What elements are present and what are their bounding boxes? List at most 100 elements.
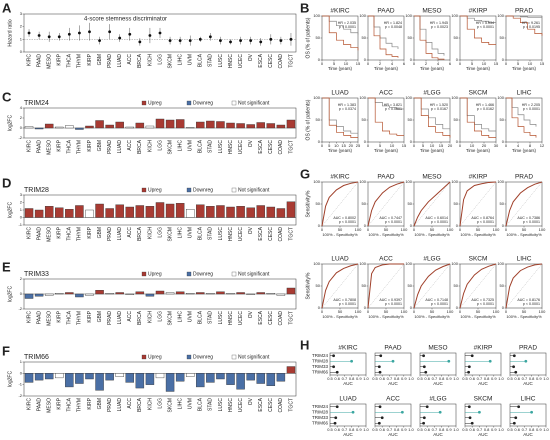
x-tick-label: ACC	[127, 311, 133, 322]
x-tick-label: LIHC	[177, 54, 183, 66]
x-tick-label: PRAD	[107, 227, 113, 241]
auc-label: AUC = 0.8176	[517, 298, 540, 302]
hr-label: HR = 3.821	[384, 103, 402, 107]
bar	[145, 293, 155, 297]
y-tick-label: 0	[364, 57, 367, 62]
x-axis-label: AUC	[343, 381, 353, 386]
point	[208, 35, 212, 39]
y-axis-label: log2FC	[7, 286, 13, 303]
x-tick-label: THYM	[77, 311, 83, 325]
x-axis-label: AUC	[388, 381, 398, 386]
y-axis-label: Sensitivity%	[305, 272, 311, 300]
dot	[377, 421, 381, 425]
x-tick-label: 50	[476, 309, 481, 314]
plot-frame	[509, 403, 547, 427]
x-tick-label: GBM	[97, 140, 103, 151]
x-tick-label: 0	[367, 143, 370, 148]
hr-label: HR = 5.034	[476, 21, 494, 25]
x-tick-label: 0.7	[477, 376, 483, 381]
y-tick-label: -2	[18, 135, 22, 140]
x-tick-label: 100	[401, 309, 408, 314]
bar	[206, 373, 215, 383]
bar	[85, 293, 94, 296]
x-tick-label: 0	[321, 309, 324, 314]
chart-title: PAAD	[377, 174, 395, 181]
bar	[155, 290, 165, 295]
x-tick-label: 0.6	[334, 427, 340, 432]
chart-title: SKCM	[469, 90, 488, 97]
chart-title: PAAD	[384, 345, 402, 352]
y-tick-label: 50	[454, 117, 459, 122]
bar	[75, 127, 84, 130]
x-tick-label: KIRP	[57, 53, 63, 65]
x-tick-label: KICH	[147, 398, 153, 410]
x-tick-label: 4	[391, 61, 394, 66]
bar	[266, 206, 276, 218]
y-axis-label: Sensitivity%	[305, 190, 311, 218]
x-axis-label: 100% - Specificity%	[368, 314, 404, 319]
x-tick-label: STAD	[208, 54, 214, 67]
plot-frame	[23, 107, 297, 139]
x-tick-label: TGCT	[288, 54, 294, 68]
chart-title: #KIRC	[330, 8, 349, 15]
bar	[226, 293, 235, 295]
x-tick-label: PAAD	[36, 54, 42, 68]
x-tick-label: 0.7	[432, 427, 438, 432]
x-tick-label: ACC	[127, 140, 133, 151]
legend-label: Downreg	[193, 187, 213, 193]
legend-label: Downreg	[193, 271, 213, 277]
x-tick-label: 0.5	[372, 427, 378, 432]
y-tick-label: 0	[410, 305, 413, 310]
y-tick-label: 0	[456, 305, 459, 310]
x-tick-label: 100	[401, 227, 408, 232]
legend-label: Not significant	[238, 271, 270, 277]
legend-label: Not significant	[238, 100, 270, 106]
dot	[530, 410, 533, 414]
bar	[276, 124, 286, 129]
x-tick-label: 0	[413, 61, 416, 66]
x-tick-label: 0	[413, 143, 416, 148]
x-tick-label: OV	[248, 397, 254, 405]
x-tick-label: CESC	[268, 140, 274, 154]
dot	[335, 405, 339, 409]
bar	[276, 293, 286, 296]
x-tick-label: 10	[430, 143, 435, 148]
y-tick-label: 100	[451, 179, 458, 184]
p-label: p < 0.0001	[477, 25, 494, 29]
y-tick-label: 0	[410, 57, 413, 62]
point	[249, 39, 253, 42]
diagonal	[459, 263, 497, 309]
y-tick-label: 100	[313, 261, 320, 266]
bar	[34, 373, 44, 381]
x-tick-label: KIRP	[87, 53, 93, 65]
x-tick-label: 0.8	[529, 376, 535, 381]
p-label: p = 0.0374	[339, 107, 356, 111]
bar	[24, 126, 34, 129]
x-tick-label: TGCT	[288, 311, 294, 325]
bar	[236, 373, 245, 390]
bar	[175, 373, 185, 382]
y-tick-label: -2	[18, 306, 22, 311]
bar	[24, 208, 34, 218]
x-tick-label: SKCM	[167, 398, 173, 412]
p-label: p < 0.0001	[339, 25, 356, 29]
x-tick-label: 0.5	[507, 376, 513, 381]
bar	[165, 373, 175, 392]
legend-swatch	[141, 100, 147, 106]
x-tick-label: KIRC	[26, 227, 32, 239]
y-tick-label: 100	[405, 261, 412, 266]
x-tick-label: 0.9	[491, 376, 497, 381]
x-tick-label: 1.0	[453, 376, 459, 381]
plot-frame	[329, 352, 367, 376]
p-label: p < 0.0001	[431, 302, 448, 306]
bar	[105, 373, 114, 381]
dot	[488, 359, 492, 363]
panel-label: D	[2, 175, 11, 190]
dot	[512, 421, 516, 425]
point	[98, 39, 101, 42]
x-tick-label: 0.5	[507, 427, 513, 432]
x-tick-label: 10	[344, 61, 349, 66]
chart-title: #LGG	[429, 396, 446, 403]
y-tick-label: 0	[502, 57, 505, 62]
auc-label: AUC = 0.6014	[425, 216, 448, 220]
